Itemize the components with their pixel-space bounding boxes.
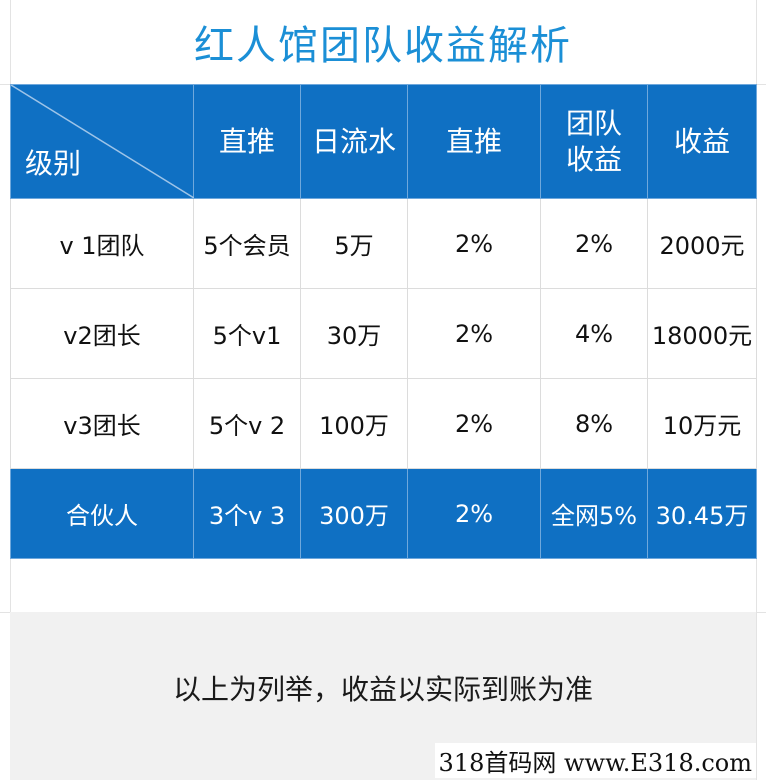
disclaimer-note: 以上为列举，收益以实际到账为准 — [172, 673, 593, 706]
table-header-row: 级别 直推 日流水 直推 团队收益 收益 — [10, 84, 757, 199]
income-cell: 2000元 — [647, 198, 757, 289]
table-row: v 1团队 5个会员 5万 2% 2% 2000元 — [10, 198, 757, 289]
header-direct-push-rate: 直推 — [407, 84, 541, 199]
direct-rate-cell: 2% — [407, 288, 541, 379]
direct-rate-cell: 2% — [407, 468, 541, 559]
team-rate-cell: 4% — [540, 288, 648, 379]
page-title: 红人馆团队收益解析 — [194, 23, 572, 69]
income-table: 级别 直推 日流水 直推 团队收益 收益 v 1团队 5个会员 5万 2% 2%… — [10, 84, 757, 559]
diagonal-divider — [11, 85, 194, 198]
turnover-cell: 300万 — [300, 468, 408, 559]
direct-push-cell: 5个会员 — [193, 198, 301, 289]
table-row: v3团长 5个v 2 100万 2% 8% 10万元 — [10, 378, 757, 469]
team-rate-cell: 8% — [540, 378, 648, 469]
income-cell: 30.45万 — [647, 468, 757, 559]
header-team-income: 团队收益 — [540, 84, 648, 199]
level-header-label: 级别 — [25, 147, 82, 180]
team-rate-cell: 2% — [540, 198, 648, 289]
team-rate-cell: 全网5% — [540, 468, 648, 559]
direct-rate-cell: 2% — [407, 378, 541, 469]
turnover-cell: 30万 — [300, 288, 408, 379]
level-cell: v2团长 — [10, 288, 194, 379]
grid-line — [756, 0, 757, 780]
income-cell: 18000元 — [647, 288, 757, 379]
header-direct-push: 直推 — [193, 84, 301, 199]
header-daily-turnover: 日流水 — [300, 84, 408, 199]
income-cell: 10万元 — [647, 378, 757, 469]
turnover-cell: 100万 — [300, 378, 408, 469]
watermark: 318首码网 www.E318.com — [434, 743, 756, 778]
header-corner-cell: 级别 — [10, 84, 194, 199]
level-cell: v 1团队 — [10, 198, 194, 289]
turnover-cell: 5万 — [300, 198, 408, 289]
direct-rate-cell: 2% — [407, 198, 541, 289]
direct-push-cell: 5个v 2 — [193, 378, 301, 469]
level-cell: 合伙人 — [10, 468, 194, 559]
table-row-partner: 合伙人 3个v 3 300万 2% 全网5% 30.45万 — [10, 468, 757, 559]
header-income: 收益 — [647, 84, 757, 199]
level-cell: v3团长 — [10, 378, 194, 469]
direct-push-cell: 3个v 3 — [193, 468, 301, 559]
direct-push-cell: 5个v1 — [193, 288, 301, 379]
table-row: v2团长 5个v1 30万 2% 4% 18000元 — [10, 288, 757, 379]
